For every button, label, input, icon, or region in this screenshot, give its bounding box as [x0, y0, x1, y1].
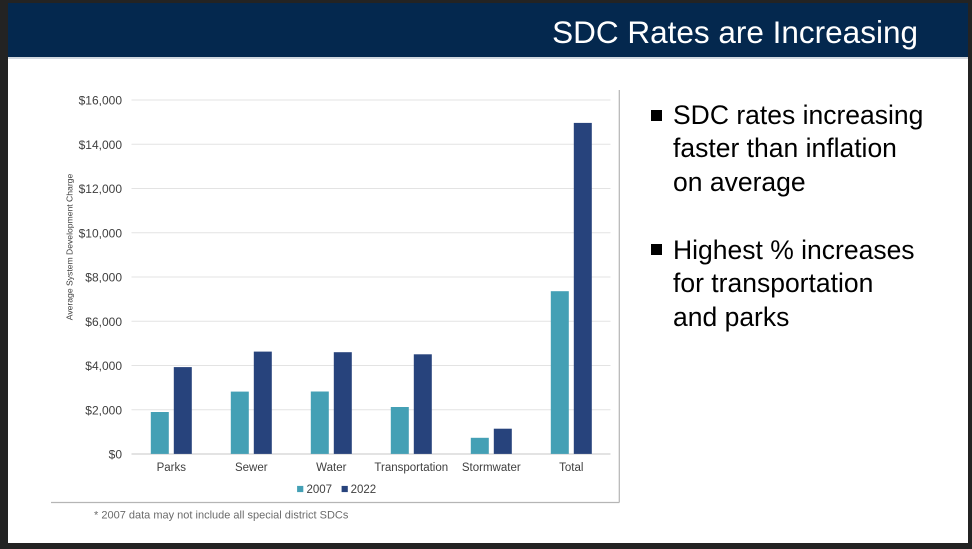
svg-text:$4,000: $4,000	[85, 359, 122, 373]
svg-text:Parks: Parks	[157, 462, 187, 474]
svg-text:$2,000: $2,000	[85, 403, 122, 417]
svg-text:Stormwater: Stormwater	[462, 462, 521, 474]
svg-text:Average System Development Cha: Average System Development Charge	[65, 174, 75, 321]
svg-text:2007: 2007	[307, 484, 333, 496]
svg-text:Sewer: Sewer	[235, 462, 268, 474]
svg-text:$0: $0	[109, 448, 123, 462]
svg-text:Transportation: Transportation	[374, 462, 448, 474]
svg-text:$6,000: $6,000	[85, 315, 122, 329]
svg-text:$16,000: $16,000	[79, 94, 123, 108]
svg-text:Water: Water	[316, 462, 346, 474]
svg-text:$12,000: $12,000	[79, 182, 123, 196]
svg-text:2022: 2022	[351, 484, 377, 496]
svg-text:$8,000: $8,000	[85, 271, 122, 285]
svg-text:Total: Total	[559, 462, 583, 474]
svg-text:$14,000: $14,000	[79, 138, 123, 152]
svg-text:* 2007 data may not include al: * 2007 data may not include all special …	[94, 510, 349, 522]
svg-text:$10,000: $10,000	[79, 226, 123, 240]
